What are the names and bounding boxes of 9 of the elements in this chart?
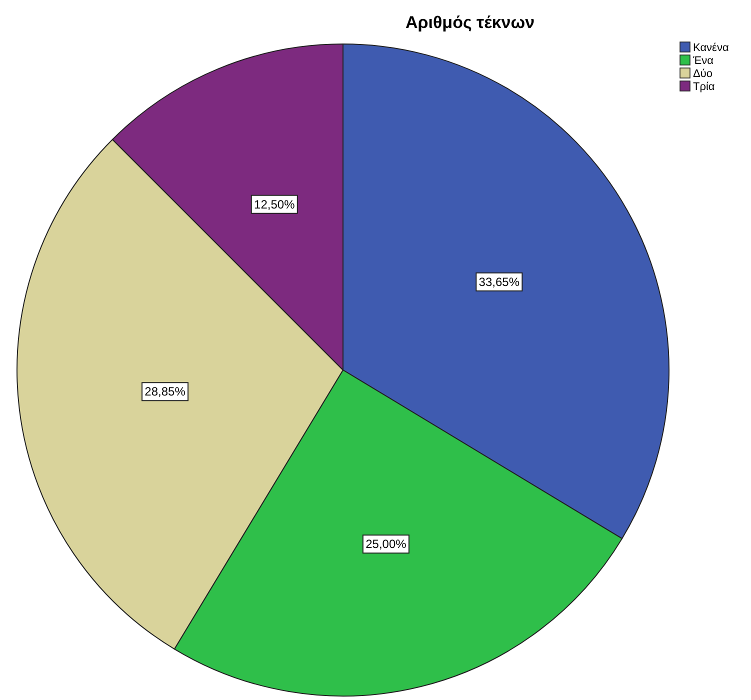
data-label: 25,00%: [366, 537, 407, 552]
legend-label: Δύο: [693, 68, 712, 80]
legend-label: Κανένα: [693, 42, 730, 54]
data-label: 28,85%: [144, 384, 186, 399]
legend-label: Ένα: [692, 55, 714, 67]
legend-label: Τρία: [693, 81, 716, 93]
data-label: 33,65%: [478, 274, 520, 289]
data-label: 12,50%: [254, 197, 296, 212]
chart-title: Αριθμός τέκνων: [405, 13, 535, 32]
